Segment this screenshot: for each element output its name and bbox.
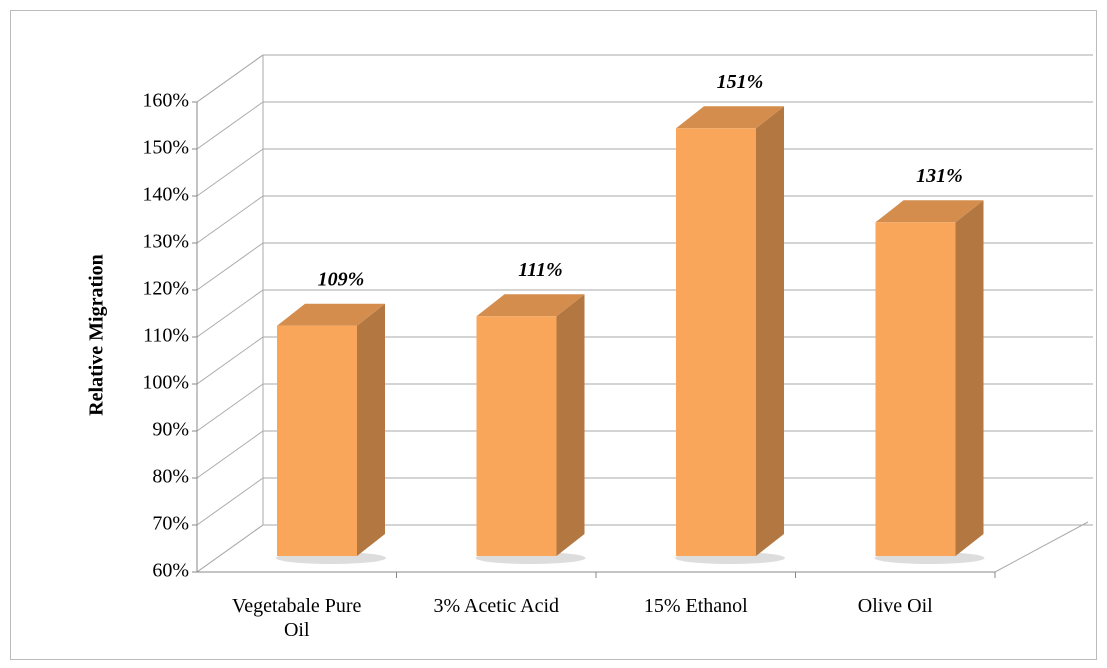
y-axis-label: Relative Migration	[86, 254, 108, 416]
grid-line	[196, 195, 264, 244]
grid-line	[196, 242, 264, 291]
bar	[875, 222, 956, 557]
grid-line	[196, 383, 264, 432]
x-tick-label: Vegetabale Pure Oil	[232, 595, 362, 641]
bar	[277, 325, 357, 556]
bar-top	[875, 200, 984, 223]
x-tick-label: 3% Acetic Acid	[433, 595, 560, 617]
bar	[476, 316, 557, 556]
bar-side	[556, 294, 585, 556]
y-tick-label: 60%	[152, 560, 189, 582]
y-tick-label: 140%	[142, 184, 189, 206]
bar-top	[676, 106, 784, 129]
floor-edge	[994, 521, 1089, 573]
bar-top	[277, 303, 385, 326]
bar	[676, 128, 756, 557]
y-tick-label: 70%	[152, 513, 189, 535]
y-tick-label: 90%	[152, 419, 189, 441]
value-label: 131%	[916, 165, 963, 187]
y-tick-label: 130%	[142, 231, 189, 253]
x-tick-label: Olive Oil	[857, 595, 933, 617]
grid-line	[196, 101, 264, 150]
y-tick-label: 110%	[143, 325, 189, 347]
y-tick-label: 160%	[142, 90, 189, 112]
bar-top	[476, 294, 585, 317]
y-tick-label: 80%	[152, 466, 189, 488]
y-tick-label: 120%	[142, 278, 189, 300]
value-label: 109%	[318, 268, 365, 290]
grid-line	[196, 289, 264, 338]
value-label: 151%	[717, 71, 764, 93]
grid-line	[196, 430, 264, 479]
grid-line	[196, 148, 264, 197]
y-tick-label: 100%	[142, 372, 189, 394]
bar-side	[756, 106, 784, 557]
grid-line	[196, 54, 264, 103]
grid-line	[196, 477, 264, 526]
x-tick-label: 15% Ethanol	[643, 595, 748, 617]
grid-line	[196, 336, 264, 385]
grid-line	[196, 524, 264, 573]
y-tick-label: 150%	[142, 137, 189, 159]
bar-side	[955, 200, 984, 557]
bar-side	[357, 303, 385, 556]
value-label: 111%	[518, 259, 562, 281]
